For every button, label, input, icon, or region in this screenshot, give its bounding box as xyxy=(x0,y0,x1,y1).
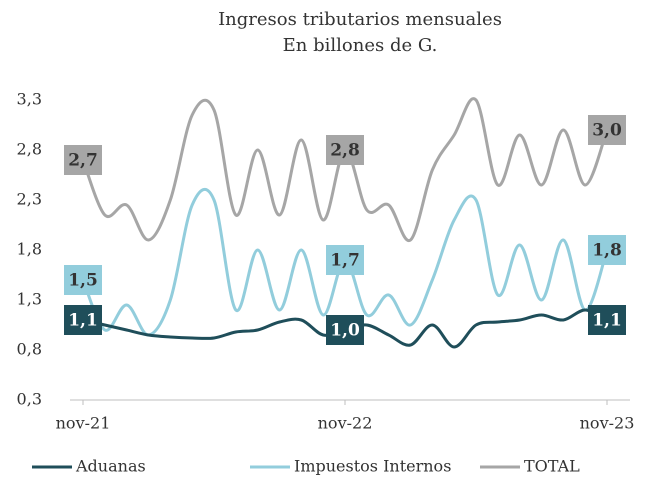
chart: Ingresos tributarios mensuales En billon… xyxy=(0,0,657,483)
legend-label: Aduanas xyxy=(75,457,146,476)
y-tick-label: 1,3 xyxy=(17,290,42,309)
value-label: 1,1 xyxy=(592,311,622,331)
legend-label: TOTAL xyxy=(524,457,580,476)
x-tick-label: nov-21 xyxy=(56,414,111,433)
x-tick-label: nov-22 xyxy=(318,414,373,433)
value-label: 1,5 xyxy=(68,271,98,291)
value-label: 2,7 xyxy=(68,151,98,171)
value-label: 3,0 xyxy=(592,121,622,141)
value-label: 1,8 xyxy=(592,241,622,261)
value-label: 1,0 xyxy=(330,321,360,341)
y-tick-label: 2,3 xyxy=(17,190,42,209)
value-label: 1,7 xyxy=(330,251,360,271)
y-tick-label: 2,8 xyxy=(17,140,42,159)
value-label: 2,8 xyxy=(330,141,360,161)
y-tick-label: 0,3 xyxy=(17,390,42,409)
value-label: 1,1 xyxy=(68,311,98,331)
y-tick-label: 3,3 xyxy=(17,90,42,109)
line xyxy=(83,99,607,241)
y-tick-label: 0,8 xyxy=(17,340,42,359)
chart-subtitle: En billones de G. xyxy=(283,35,438,56)
y-tick-label: 1,8 xyxy=(17,240,42,259)
x-tick-label: nov-23 xyxy=(580,414,635,433)
legend-label: Impuestos Internos xyxy=(294,457,451,476)
chart-title: Ingresos tributarios mensuales xyxy=(218,9,502,30)
